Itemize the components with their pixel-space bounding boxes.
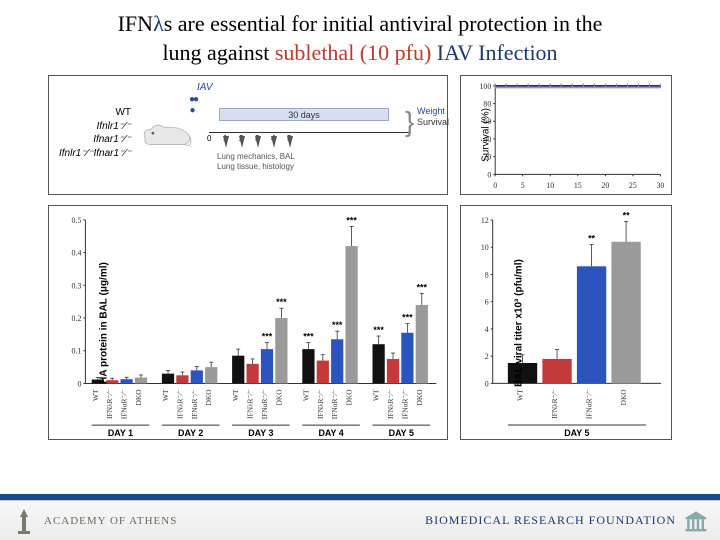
svg-text:***: *** <box>276 297 287 307</box>
svg-text:DAY 5: DAY 5 <box>389 428 414 438</box>
svg-text:WT: WT <box>372 389 381 401</box>
figure-panels: WT Ifnlr1⁻⁄⁻ Ifnar1⁻⁄⁻ Ifnlr1⁻⁄⁻Ifnar1⁻⁄… <box>0 75 720 475</box>
svg-text:WT: WT <box>161 389 170 401</box>
svg-text:IFNλR⁻⁄⁻: IFNλR⁻⁄⁻ <box>246 390 255 420</box>
viral-bar-chart: 0 2 4 6 8 10 12 WT IFNλR⁻⁄⁻ ** IFNαR⁻⁄⁻ ** DKO DAY 5 <box>461 206 671 439</box>
svg-text:IFNαR⁻⁄⁻: IFNαR⁻⁄⁻ <box>400 390 409 420</box>
viral-ylabel: BAL viral titer x10³ (pfu/ml) <box>513 259 524 387</box>
ha-ylabel: HA protein in BAL (μg/ml) <box>98 262 109 384</box>
svg-text:**: ** <box>588 234 595 244</box>
svg-text:IFNαR⁻⁄⁻: IFNαR⁻⁄⁻ <box>120 390 129 420</box>
svg-text:***: *** <box>346 216 357 226</box>
svg-text:IFNαR⁻⁄⁻: IFNαR⁻⁄⁻ <box>585 389 594 419</box>
svg-text:***: *** <box>332 320 343 330</box>
genotype-list: WT Ifnlr1⁻⁄⁻ Ifnar1⁻⁄⁻ Ifnlr1⁻⁄⁻Ifnar1⁻⁄… <box>59 106 131 160</box>
svg-text:DAY 4: DAY 4 <box>318 428 343 438</box>
svg-text:DAY 5: DAY 5 <box>564 428 589 438</box>
svg-text:6: 6 <box>485 298 489 307</box>
svg-text:0: 0 <box>487 170 491 179</box>
athena-icon <box>12 507 36 535</box>
svg-text:10: 10 <box>481 243 489 252</box>
svg-text:***: *** <box>303 332 314 342</box>
survival-chart: 020406080100051015202530 <box>461 76 671 194</box>
svg-text:DKO: DKO <box>134 389 143 406</box>
footer-left: ACADEMY OF ATHENS <box>12 507 177 535</box>
svg-text:DAY 3: DAY 3 <box>248 428 273 438</box>
svg-text:IFNαR⁻⁄⁻: IFNαR⁻⁄⁻ <box>190 390 199 420</box>
svg-text:0.1: 0.1 <box>72 347 82 356</box>
svg-text:DAY 2: DAY 2 <box>178 428 203 438</box>
svg-text:DKO: DKO <box>345 389 354 406</box>
svg-text:***: *** <box>373 325 384 335</box>
svg-text:0.4: 0.4 <box>72 249 82 258</box>
survival-ylabel: Survival (%) <box>480 108 491 162</box>
svg-text:DAY 1: DAY 1 <box>108 428 133 438</box>
svg-text:IFNλR⁻⁄⁻: IFNλR⁻⁄⁻ <box>386 390 395 420</box>
footer: ACADEMY OF ATHENS BIOMEDICAL RESEARCH FO… <box>0 500 720 540</box>
svg-text:15: 15 <box>574 181 582 190</box>
svg-text:IFNλR⁻⁄⁻: IFNλR⁻⁄⁻ <box>316 390 325 420</box>
svg-text:WT: WT <box>516 389 525 401</box>
svg-text:0.5: 0.5 <box>72 216 82 225</box>
panel-ha-protein: HA protein in BAL (μg/ml) 0 0.1 0.2 0.3 0.4 0… <box>48 205 448 440</box>
svg-text:0: 0 <box>77 380 81 389</box>
svg-text:***: *** <box>402 313 413 323</box>
svg-text:12: 12 <box>481 216 489 225</box>
svg-text:20: 20 <box>601 181 609 190</box>
svg-text:***: *** <box>417 283 428 293</box>
svg-text:DKO: DKO <box>415 389 424 406</box>
svg-text:IFNαR⁻⁄⁻: IFNαR⁻⁄⁻ <box>330 390 339 420</box>
svg-text:DKO: DKO <box>204 389 213 406</box>
svg-text:0.3: 0.3 <box>72 281 82 290</box>
slide-title: IFNλs are essential for initial antivira… <box>0 0 720 75</box>
panel-schematic: WT Ifnlr1⁻⁄⁻ Ifnar1⁻⁄⁻ Ifnlr1⁻⁄⁻Ifnar1⁻⁄… <box>48 75 448 195</box>
svg-text:WT: WT <box>91 389 100 401</box>
iav-label: IAV <box>197 82 213 93</box>
svg-text:WT: WT <box>301 389 310 401</box>
svg-text:8: 8 <box>485 271 489 280</box>
svg-text:IFNλR⁻⁄⁻: IFNλR⁻⁄⁻ <box>175 390 184 420</box>
virus-particles-icon: ●● ● <box>189 94 197 116</box>
svg-text:DKO: DKO <box>274 389 283 406</box>
footer-right: BIOMEDICAL RESEARCH FOUNDATION <box>425 507 708 535</box>
svg-text:4: 4 <box>485 325 489 334</box>
svg-text:IFNλR⁻⁄⁻: IFNλR⁻⁄⁻ <box>105 390 114 420</box>
panel-survival: Survival (%) 020406080100051015202530 <box>460 75 672 195</box>
svg-text:30: 30 <box>656 181 664 190</box>
panel-viral-titer: BAL viral titer x10³ (pfu/ml) 0 2 4 6 8 10 12 W… <box>460 205 672 440</box>
svg-text:10: 10 <box>546 181 554 190</box>
svg-text:WT: WT <box>231 389 240 401</box>
mouse-icon <box>137 120 195 152</box>
svg-text:0: 0 <box>493 181 497 190</box>
svg-text:5: 5 <box>521 181 525 190</box>
timeline: 30 days 0 1 2 3 4 5 Lung mechanics, BALL… <box>209 108 419 178</box>
svg-text:0: 0 <box>485 380 489 389</box>
svg-text:IFNαR⁻⁄⁻: IFNαR⁻⁄⁻ <box>260 390 269 420</box>
building-icon <box>684 507 708 535</box>
svg-text:***: *** <box>262 332 273 342</box>
svg-text:**: ** <box>623 211 630 221</box>
svg-text:DKO: DKO <box>619 389 628 406</box>
svg-text:100: 100 <box>479 82 491 91</box>
svg-text:25: 25 <box>629 181 637 190</box>
svg-text:IFNλR⁻⁄⁻: IFNλR⁻⁄⁻ <box>550 389 559 419</box>
svg-text:2: 2 <box>485 352 489 361</box>
svg-text:0.2: 0.2 <box>72 314 82 323</box>
